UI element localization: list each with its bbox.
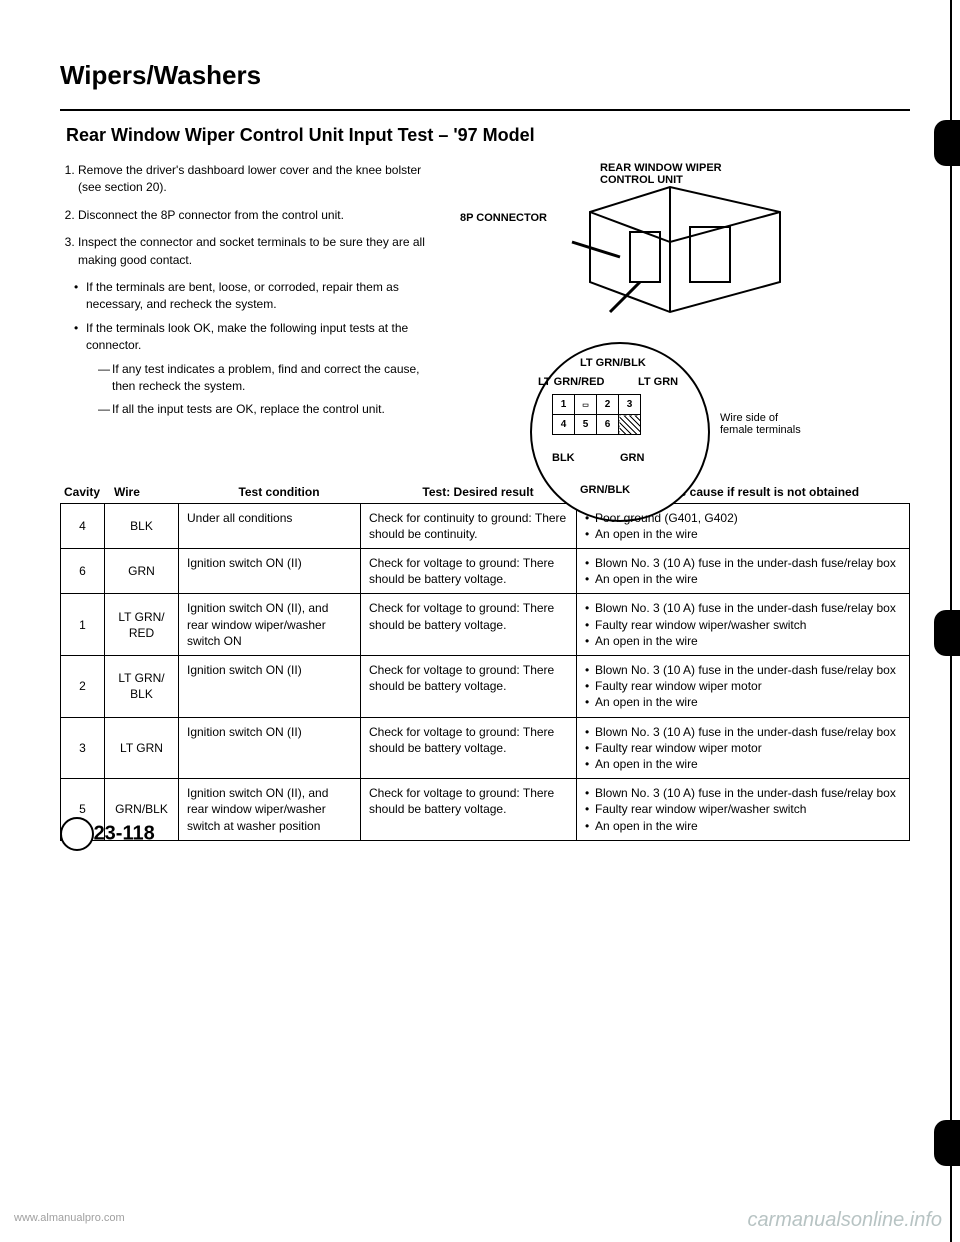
cause-item: An open in the wire bbox=[585, 526, 901, 542]
pin: 3 bbox=[619, 395, 641, 415]
cause-item: Blown No. 3 (10 A) fuse in the under-das… bbox=[585, 785, 901, 801]
table-row: 6GRNIgnition switch ON (II)Check for vol… bbox=[61, 549, 910, 594]
cell-condition: Ignition switch ON (II), and rear window… bbox=[179, 594, 361, 656]
table-row: 2LT GRN/ BLKIgnition switch ON (II)Check… bbox=[61, 656, 910, 718]
step: Inspect the connector and socket termina… bbox=[78, 234, 430, 269]
cause-item: An open in the wire bbox=[585, 571, 901, 587]
label-wire-side: Wire side of female terminals bbox=[720, 412, 801, 436]
label-8p-connector: 8P CONNECTOR bbox=[460, 212, 547, 224]
page-number-text: 23-118 bbox=[94, 822, 155, 844]
cell-causes: Blown No. 3 (10 A) fuse in the under-das… bbox=[577, 594, 910, 656]
cell-causes: Poor ground (G401, G402)An open in the w… bbox=[577, 503, 910, 548]
cell-causes: Blown No. 3 (10 A) fuse in the under-das… bbox=[577, 549, 910, 594]
cell-cavity: 3 bbox=[61, 717, 105, 779]
pin: 4 bbox=[553, 415, 575, 435]
cell-result: Check for voltage to ground: There shoul… bbox=[361, 656, 577, 718]
pin: 5 bbox=[575, 415, 597, 435]
cell-wire: LT GRN/ BLK bbox=[105, 656, 179, 718]
pin-hatched bbox=[619, 415, 641, 435]
cause-item: An open in the wire bbox=[585, 818, 901, 834]
cell-result: Check for continuity to ground: There sh… bbox=[361, 503, 577, 548]
cause-item: Faulty rear window wiper/washer switch bbox=[585, 617, 901, 633]
pin: 2 bbox=[597, 395, 619, 415]
watermark-left: www.almanualpro.com bbox=[14, 1212, 125, 1224]
table-row: 1LT GRN/ REDIgnition switch ON (II), and… bbox=[61, 594, 910, 656]
bullet-text: If the terminals look OK, make the follo… bbox=[86, 321, 408, 352]
th-condition: Test condition bbox=[188, 485, 370, 499]
label-blk: BLK bbox=[552, 452, 575, 464]
step: Disconnect the 8P connector from the con… bbox=[78, 207, 430, 224]
cell-result: Check for voltage to ground: There shoul… bbox=[361, 779, 577, 841]
cause-item: Blown No. 3 (10 A) fuse in the under-das… bbox=[585, 724, 901, 740]
pin-blank: ▭ bbox=[575, 395, 597, 415]
cell-causes: Blown No. 3 (10 A) fuse in the under-das… bbox=[577, 656, 910, 718]
cell-condition: Ignition switch ON (II) bbox=[179, 549, 361, 594]
cell-cavity: 4 bbox=[61, 503, 105, 548]
cell-cavity: 6 bbox=[61, 549, 105, 594]
label-lt-grn-red: LT GRN/RED bbox=[538, 376, 604, 388]
cause-item: Poor ground (G401, G402) bbox=[585, 510, 901, 526]
bullet: If the terminals are bent, loose, or cor… bbox=[74, 279, 430, 314]
title-rule bbox=[60, 109, 910, 111]
control-unit-icon bbox=[570, 172, 800, 332]
table-row: 5GRN/BLKIgnition switch ON (II), and rea… bbox=[61, 779, 910, 841]
cause-item: An open in the wire bbox=[585, 633, 901, 649]
bullet: If the terminals look OK, make the follo… bbox=[74, 320, 430, 419]
pin: 1 bbox=[553, 395, 575, 415]
page-number: 23-118 bbox=[60, 817, 155, 851]
subbullet: If all the input tests are OK, replace t… bbox=[100, 401, 430, 418]
cell-result: Check for voltage to ground: There shoul… bbox=[361, 717, 577, 779]
th-cavity: Cavity bbox=[60, 485, 114, 499]
cause-item: Blown No. 3 (10 A) fuse in the under-das… bbox=[585, 662, 901, 678]
cell-cavity: 2 bbox=[61, 656, 105, 718]
subbullet: If any test indicates a problem, find an… bbox=[100, 361, 430, 396]
cause-item: An open in the wire bbox=[585, 756, 901, 772]
instruction-bullets: If the terminals are bent, loose, or cor… bbox=[60, 279, 430, 419]
test-table: 4BLKUnder all conditionsCheck for contin… bbox=[60, 503, 910, 841]
watermark-right: carmanualsonline.info bbox=[747, 1209, 942, 1232]
section-title: Rear Window Wiper Control Unit Input Tes… bbox=[66, 125, 910, 146]
label-grn-blk: GRN/BLK bbox=[580, 484, 630, 496]
test-table-header: Cavity Wire Test condition Test: Desired… bbox=[60, 485, 910, 499]
page-bullet-icon bbox=[60, 817, 94, 851]
cell-condition: Ignition switch ON (II), and rear window… bbox=[179, 779, 361, 841]
label-lt-grn: LT GRN bbox=[638, 376, 678, 388]
cause-item: Blown No. 3 (10 A) fuse in the under-das… bbox=[585, 600, 901, 616]
cell-wire: BLK bbox=[105, 503, 179, 548]
connector-diagram: REAR WINDOW WIPER CONTROL UNIT 8P CONNEC… bbox=[460, 162, 910, 425]
cause-item: Blown No. 3 (10 A) fuse in the under-das… bbox=[585, 555, 901, 571]
table-row: 3LT GRNIgnition switch ON (II)Check for … bbox=[61, 717, 910, 779]
th-wire: Wire bbox=[114, 485, 188, 499]
cause-item: Faulty rear window wiper motor bbox=[585, 740, 901, 756]
step: Remove the driver's dashboard lower cove… bbox=[78, 162, 430, 197]
label-lt-grn-blk: LT GRN/BLK bbox=[580, 357, 646, 369]
instruction-subbullets: If any test indicates a problem, find an… bbox=[86, 361, 430, 419]
cell-causes: Blown No. 3 (10 A) fuse in the under-das… bbox=[577, 717, 910, 779]
cell-condition: Ignition switch ON (II) bbox=[179, 656, 361, 718]
cause-item: Faulty rear window wiper motor bbox=[585, 678, 901, 694]
cause-item: Faulty rear window wiper/washer switch bbox=[585, 801, 901, 817]
cell-result: Check for voltage to ground: There shoul… bbox=[361, 549, 577, 594]
instruction-steps: Remove the driver's dashboard lower cove… bbox=[60, 162, 430, 269]
cell-result: Check for voltage to ground: There shoul… bbox=[361, 594, 577, 656]
cell-condition: Under all conditions bbox=[179, 503, 361, 548]
instructions-block: Remove the driver's dashboard lower cove… bbox=[60, 162, 430, 425]
cause-item: An open in the wire bbox=[585, 694, 901, 710]
pin: 6 bbox=[597, 415, 619, 435]
cell-wire: LT GRN/ RED bbox=[105, 594, 179, 656]
cell-condition: Ignition switch ON (II) bbox=[179, 717, 361, 779]
label-grn: GRN bbox=[620, 452, 644, 464]
cell-cavity: 1 bbox=[61, 594, 105, 656]
table-row: 4BLKUnder all conditionsCheck for contin… bbox=[61, 503, 910, 548]
cell-wire: LT GRN bbox=[105, 717, 179, 779]
cell-causes: Blown No. 3 (10 A) fuse in the under-das… bbox=[577, 779, 910, 841]
pin-table: 1 ▭ 2 3 4 5 6 bbox=[552, 394, 641, 435]
cell-wire: GRN bbox=[105, 549, 179, 594]
page-title: Wipers/Washers bbox=[60, 60, 910, 91]
